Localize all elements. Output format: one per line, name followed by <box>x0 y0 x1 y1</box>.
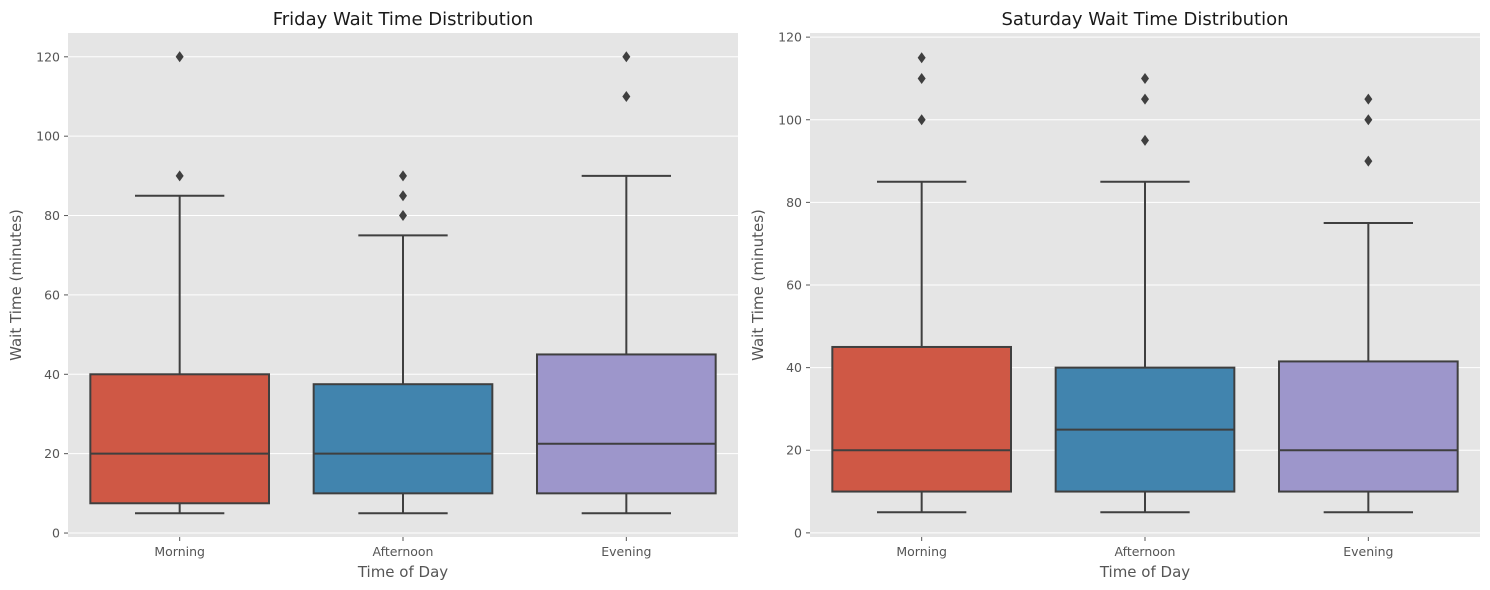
outlier-point <box>399 190 407 202</box>
saturday-x-tick-label-afternoon: Afternoon <box>1115 544 1176 559</box>
outlier-point <box>1364 114 1373 126</box>
outlier-point <box>399 210 407 222</box>
friday-x-tick-label-morning: Morning <box>154 544 205 559</box>
friday-box-afternoon <box>312 170 494 515</box>
outlier-point <box>917 114 926 126</box>
outlier-point <box>1141 72 1149 84</box>
outlier-point <box>1364 155 1373 167</box>
outlier-point <box>175 170 184 182</box>
saturday-y-tick-label: 60 <box>786 278 802 293</box>
friday-y-tick-label: 0 <box>52 526 60 541</box>
friday-chart-title: Friday Wait Time Distribution <box>273 9 534 30</box>
saturday-box-evening <box>1278 93 1459 514</box>
saturday-box-afternoon <box>1054 72 1236 514</box>
friday-chart-panel: 0 20 40 60 80 100 120 Morning Afternoon Evening F… <box>7 9 738 581</box>
iqr-box <box>536 353 717 495</box>
friday-x-axis-label: Time of Day <box>357 563 448 581</box>
outlier-point <box>622 90 631 102</box>
saturday-y-tick-label: 20 <box>786 443 802 458</box>
saturday-x-axis-label: Time of Day <box>1099 563 1190 581</box>
saturday-y-tick-label: 100 <box>778 112 802 127</box>
friday-y-axis-label: Wait Time (minutes) <box>7 209 25 361</box>
friday-y-tick-label: 20 <box>44 446 60 461</box>
friday-y-tick-label: 60 <box>44 287 60 302</box>
friday-box-morning <box>89 51 271 515</box>
friday-x-tick-label-evening: Evening <box>601 544 651 559</box>
outlier-point <box>917 72 926 84</box>
outlier-point <box>175 51 184 63</box>
outlier-point <box>622 51 631 63</box>
outlier-point <box>917 52 926 64</box>
iqr-box <box>1278 360 1459 493</box>
iqr-box <box>89 373 271 505</box>
friday-x-tick-label-afternoon: Afternoon <box>373 544 434 559</box>
friday-y-tick-label: 40 <box>44 367 60 382</box>
saturday-x-tick-label-evening: Evening <box>1343 544 1393 559</box>
outlier-point <box>1141 93 1149 105</box>
saturday-x-tick-label-morning: Morning <box>896 544 947 559</box>
iqr-box <box>831 345 1012 493</box>
iqr-box <box>312 383 494 495</box>
saturday-y-tick-label: 120 <box>778 30 802 45</box>
saturday-chart-title: Saturday Wait Time Distribution <box>1001 9 1288 30</box>
outlier-point <box>1141 134 1149 146</box>
saturday-y-axis-label: Wait Time (minutes) <box>749 209 767 361</box>
saturday-y-tick-label: 80 <box>786 195 802 210</box>
saturday-chart-panel: 0 20 40 60 80 100 120 Morning Afternoon Evening S… <box>749 9 1480 581</box>
saturday-y-tick-label: 0 <box>794 525 802 540</box>
friday-y-tick-label: 120 <box>36 49 60 64</box>
friday-box-evening <box>536 51 717 515</box>
outlier-point <box>399 170 407 182</box>
friday-y-tick-label: 80 <box>44 208 60 223</box>
saturday-box-morning <box>831 52 1012 514</box>
outlier-point <box>1364 93 1373 105</box>
saturday-y-tick-label: 40 <box>786 360 802 375</box>
friday-y-tick-label: 100 <box>36 129 60 144</box>
